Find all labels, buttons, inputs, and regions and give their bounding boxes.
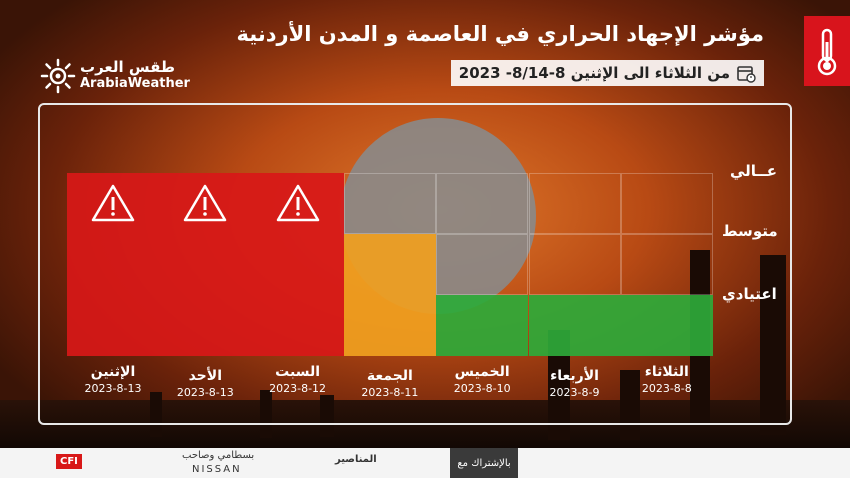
day-date: 2023-8-9: [549, 386, 600, 399]
column-ruin: [320, 395, 334, 437]
level-label-normal: اعتيادي: [722, 285, 777, 303]
day-label: الخميس 2023-8-10: [436, 364, 528, 395]
date-range-bar: من الثلاثاء الى الإثنين 8-8/14- 2023: [450, 60, 764, 86]
warning-icon: [184, 184, 227, 222]
sun-logo-icon: [40, 58, 76, 94]
day-name: الأحد: [188, 368, 222, 384]
column-ruin: [548, 330, 570, 440]
day-name: الجمعة: [366, 368, 413, 384]
day-label: الأحد 2023-8-13: [159, 368, 251, 399]
thermometer-icon: [817, 28, 837, 76]
grid-cell: [251, 234, 344, 295]
level-label-high: عــالي: [730, 162, 777, 180]
calendar-icon: [737, 66, 756, 83]
sponsor-label: بالإشتراك مع: [450, 448, 518, 478]
day-name: الخميس: [454, 364, 510, 380]
sponsor-bustami: بسطامي وصاحب: [182, 450, 255, 461]
day-label: الثلاثاء 2023-8-8: [621, 364, 713, 395]
level-label-moderate: متوسط: [722, 222, 778, 240]
grid-cell: [528, 173, 621, 234]
day-name: الثلاثاء: [644, 364, 689, 380]
day-label: السبت 2023-8-12: [252, 364, 344, 395]
day-name: الإثنين: [90, 364, 136, 380]
sponsor-nissan: NISSAN: [192, 464, 242, 475]
day-date: 2023-8-12: [269, 382, 327, 395]
brand-logo: طقس العرب ArabiaWeather: [40, 56, 190, 96]
day-label: الأربعاء 2023-8-9: [529, 368, 621, 399]
grid-cell: [436, 173, 529, 234]
column-ruin: [620, 370, 640, 440]
thermometer-badge: [804, 16, 850, 86]
column-ruin: [260, 390, 272, 438]
grid-cell: [343, 295, 437, 356]
grid-cell: [528, 234, 621, 295]
sponsor-footer: بالإشتراك مع المناصير NISSAN بسطامي وصاح…: [0, 448, 850, 478]
grid-cell: [343, 173, 437, 234]
grid-cell: [620, 173, 714, 234]
day-label: الجمعة 2023-8-11: [344, 368, 436, 399]
heat-index-grid: [67, 173, 714, 356]
grid-cell: [159, 295, 252, 356]
grid-cell: [436, 234, 529, 295]
sponsor-cfi: CFI: [56, 454, 82, 469]
grid-cell: [67, 234, 160, 295]
grid-cell: [620, 295, 714, 356]
grid-cell: [67, 295, 160, 356]
grid-cell: [343, 234, 437, 295]
grid-cell: [251, 295, 344, 356]
chart-panel: [38, 103, 792, 425]
grid-cell: [436, 295, 529, 356]
grid-cell: [528, 295, 621, 356]
warning-icon: [276, 184, 319, 222]
warning-icon: [91, 184, 135, 222]
column-ruin: [150, 392, 162, 437]
day-date: 2023-8-10: [453, 382, 511, 395]
day-date: 2023-8-13: [176, 386, 234, 399]
grid-cell: [620, 234, 714, 295]
date-range: من الثلاثاء الى الإثنين 8-8/14- 2023: [458, 64, 730, 82]
day-date: 2023-8-11: [361, 386, 419, 399]
column-ruin: [760, 255, 786, 435]
brand-name-ar: طقس العرب: [80, 58, 175, 76]
day-name: السبت: [275, 364, 321, 380]
day-name: الأربعاء: [550, 368, 599, 384]
sponsor-manaseer: المناصير: [335, 454, 377, 465]
day-label: الإثنين 2023-8-13: [67, 364, 159, 395]
grid-cell: [159, 234, 252, 295]
day-date: 2023-8-8: [641, 382, 692, 395]
page-title: مؤشر الإجهاد الحراري في العاصمة و المدن …: [236, 22, 764, 46]
day-date: 2023-8-13: [84, 382, 142, 395]
brand-name-en: ArabiaWeather: [80, 76, 190, 91]
